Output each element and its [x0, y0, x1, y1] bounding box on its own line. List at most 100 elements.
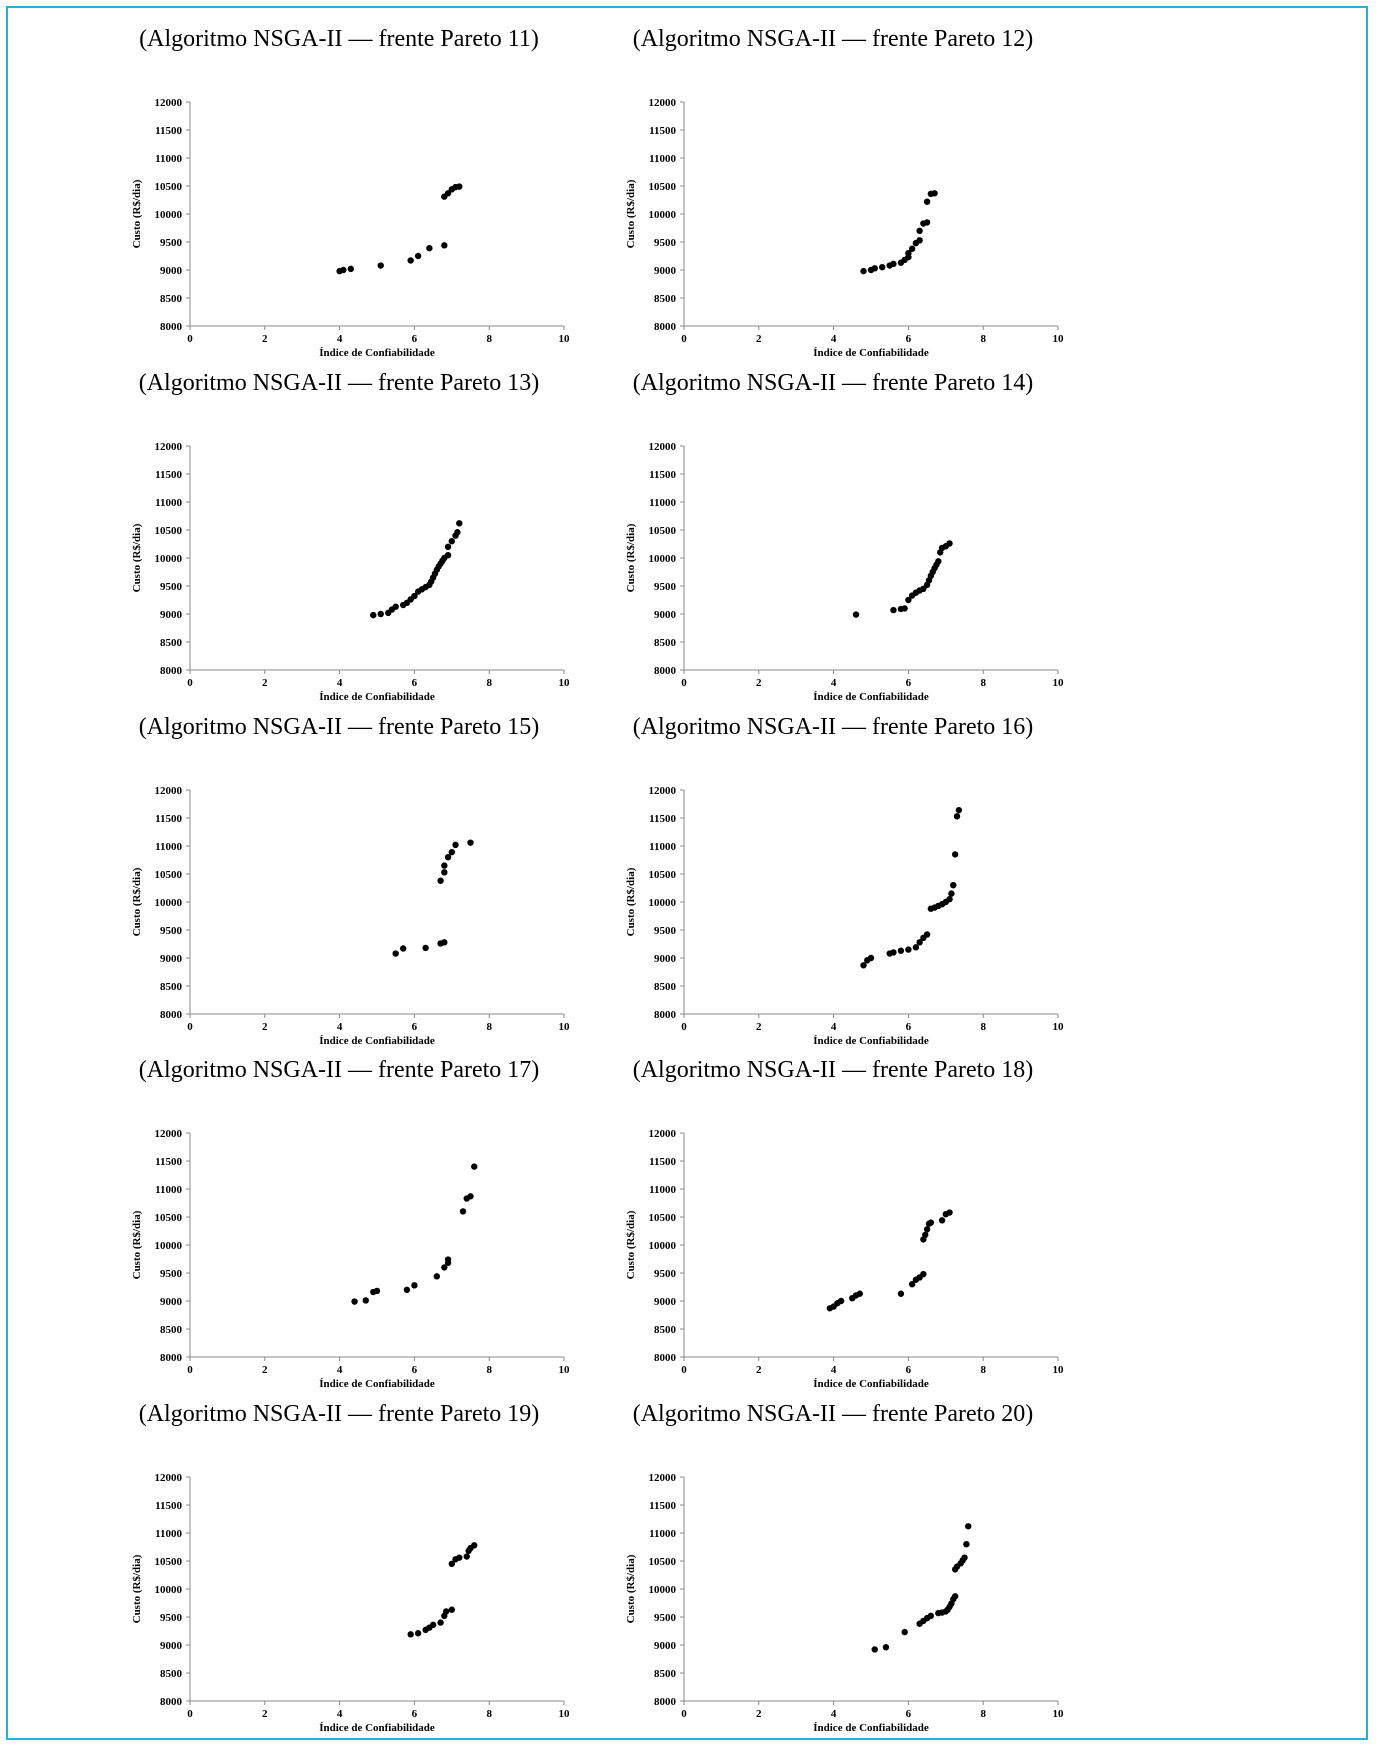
- y-tick-label: 8500: [160, 637, 183, 649]
- data-point: [444, 543, 452, 550]
- y-tick-label: 9500: [160, 1268, 183, 1280]
- x-tick-label: 0: [681, 677, 687, 689]
- y-tick-label: 9000: [654, 609, 677, 621]
- x-axis-label: Índice de Confiabilidade: [319, 1722, 435, 1733]
- x-tick-label: 6: [906, 1021, 912, 1033]
- data-point: [890, 949, 897, 956]
- chart-panel: (Algoritmo NSGA-II — frente Pareto 13) 80…: [94, 370, 584, 702]
- scatter-plot: 8000 8500 9000 9500 10000 10500 11000 11500 1200…: [131, 441, 570, 702]
- y-axis-label: Custo (R$/dia): [625, 179, 637, 248]
- scatter-plot: 8000 8500 9000 9500 10000 10500 11000 11500 1200…: [131, 785, 571, 1046]
- data-point: [920, 1270, 927, 1278]
- y-axis-label: Custo (R$/dia): [625, 523, 637, 592]
- x-tick-label: 4: [337, 1364, 343, 1376]
- x-tick-label: 2: [756, 1708, 762, 1720]
- y-tick-label: 12000: [649, 97, 677, 109]
- y-tick-label: 12000: [155, 97, 183, 109]
- data-point: [392, 950, 399, 957]
- data-point: [916, 939, 923, 946]
- x-axis-label: Índice de Confiabilidade: [813, 1035, 929, 1046]
- y-tick-label: 8000: [654, 665, 677, 677]
- x-tick-label: 0: [187, 1021, 193, 1033]
- y-tick-label: 10500: [155, 869, 183, 881]
- y-tick-label: 8500: [160, 293, 183, 305]
- x-tick-label: 4: [337, 1021, 343, 1033]
- y-tick-label: 8000: [654, 321, 677, 333]
- x-axis-label: Índice de Confiabilidade: [319, 691, 435, 702]
- x-tick-label: 8: [486, 1708, 492, 1720]
- chart-title: (Algoritmo NSGA-II — frente Pareto 11): [139, 26, 539, 52]
- data-point: [965, 1523, 972, 1530]
- chart-title: (Algoritmo NSGA-II — frente Pareto 16): [632, 714, 1034, 740]
- chart-panel: (Algoritmo NSGA-II — frente Pareto 19) 80…: [94, 1401, 584, 1733]
- y-tick-label: 9500: [654, 237, 677, 249]
- x-tick-label: 8: [486, 677, 492, 689]
- x-tick-label: 2: [262, 1364, 268, 1376]
- y-axis-label: Custo (R$/dia): [131, 1554, 143, 1623]
- y-tick-label: 9500: [160, 237, 183, 249]
- y-tick-label: 10000: [155, 1584, 183, 1596]
- data-point: [882, 1644, 890, 1651]
- y-tick-label: 8500: [160, 1668, 183, 1680]
- y-tick-label: 11500: [155, 469, 182, 481]
- x-tick-label: 6: [412, 1708, 418, 1720]
- x-tick-label: 0: [681, 1021, 687, 1033]
- y-tick-label: 8000: [654, 1696, 677, 1708]
- x-tick-label: 10: [559, 1021, 571, 1033]
- x-tick-label: 8: [980, 1708, 986, 1720]
- data-point: [935, 558, 942, 565]
- scatter-plot: 8000 8500 9000 9500 10000 10500 11000 11500 1200…: [625, 1472, 1064, 1733]
- y-tick-label: 11500: [155, 1500, 182, 1512]
- y-tick-label: 9500: [160, 581, 183, 593]
- x-tick-label: 10: [559, 1708, 571, 1720]
- y-tick-label: 11000: [155, 497, 182, 509]
- data-point: [961, 1554, 968, 1561]
- x-tick-label: 0: [187, 1708, 193, 1720]
- data-point: [860, 267, 867, 275]
- y-tick-label: 10000: [649, 1584, 677, 1596]
- y-tick-label: 11500: [155, 125, 182, 137]
- y-tick-label: 8500: [654, 981, 677, 993]
- y-tick-label: 10000: [155, 897, 183, 909]
- x-tick-label: 10: [559, 1364, 571, 1376]
- chart-panel: (Algoritmo NSGA-II — frente Pareto 12) 80…: [588, 26, 1078, 358]
- scatter-plot: 8000 8500 9000 9500 10000 10500 11000 11500 1200…: [625, 1128, 1064, 1389]
- data-point: [879, 264, 886, 271]
- y-tick-label: 10000: [649, 209, 677, 221]
- data-point: [377, 610, 384, 618]
- x-axis-label: Índice de Confiabilidade: [319, 347, 435, 358]
- y-tick-label: 9000: [654, 1296, 677, 1308]
- data-point: [953, 813, 961, 820]
- y-axis-label: Custo (R$/dia): [131, 523, 143, 592]
- data-point: [852, 611, 860, 618]
- x-tick-label: 8: [980, 333, 986, 345]
- x-tick-label: 2: [262, 1021, 268, 1033]
- data-point: [867, 954, 875, 962]
- data-point: [927, 1612, 935, 1620]
- data-point: [471, 1542, 478, 1549]
- y-axis-label: Custo (R$/dia): [625, 867, 637, 936]
- x-tick-label: 2: [756, 677, 762, 689]
- data-point: [905, 596, 912, 604]
- data-point: [373, 1287, 381, 1295]
- data-point: [897, 947, 905, 954]
- data-point: [905, 946, 912, 953]
- x-axis-label: Índice de Confiabilidade: [813, 347, 929, 358]
- data-point: [437, 877, 444, 884]
- chart-title: (Algoritmo NSGA-II — frente Pareto 20): [632, 1401, 1034, 1427]
- y-tick-label: 9500: [654, 581, 677, 593]
- y-axis-label: Custo (R$/dia): [131, 1210, 143, 1279]
- scatter-plot: 8000 8500 9000 9500 10000 10500 11000 11500 1200…: [625, 97, 1064, 358]
- y-tick-label: 8000: [160, 321, 183, 333]
- y-tick-label: 11500: [155, 813, 182, 825]
- data-point: [411, 1282, 418, 1289]
- data-point: [927, 1219, 935, 1226]
- y-tick-label: 9000: [160, 1296, 183, 1308]
- data-point: [444, 1256, 452, 1263]
- chart-panel: (Algoritmo NSGA-II — frente Pareto 15) 80…: [94, 714, 584, 1046]
- data-point: [422, 944, 429, 952]
- data-point: [890, 260, 897, 268]
- x-tick-label: 4: [831, 677, 837, 689]
- data-point: [871, 1646, 878, 1653]
- y-tick-label: 12000: [649, 441, 677, 453]
